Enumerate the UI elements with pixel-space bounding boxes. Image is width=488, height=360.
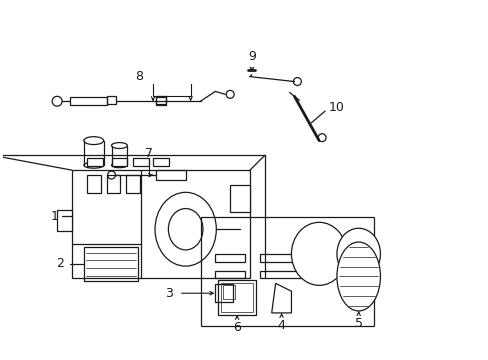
Ellipse shape xyxy=(83,137,103,145)
Text: 2: 2 xyxy=(56,257,64,270)
Bar xyxy=(111,158,127,166)
Bar xyxy=(87,175,101,193)
Polygon shape xyxy=(271,283,291,313)
Circle shape xyxy=(52,96,62,106)
Ellipse shape xyxy=(291,222,346,285)
Circle shape xyxy=(293,78,301,85)
Text: 5: 5 xyxy=(354,317,362,330)
Ellipse shape xyxy=(111,163,127,168)
Bar xyxy=(126,175,140,193)
Bar xyxy=(57,210,72,231)
Ellipse shape xyxy=(83,162,103,168)
Bar xyxy=(200,217,373,326)
Bar xyxy=(106,96,116,104)
Text: 1: 1 xyxy=(50,210,58,223)
Bar xyxy=(259,271,314,278)
Bar xyxy=(83,247,138,282)
Text: 9: 9 xyxy=(247,50,255,63)
Ellipse shape xyxy=(168,208,203,250)
Bar xyxy=(153,158,168,166)
Bar xyxy=(156,96,165,104)
Ellipse shape xyxy=(111,143,127,148)
Ellipse shape xyxy=(336,242,380,311)
Text: 6: 6 xyxy=(233,321,241,334)
Bar xyxy=(133,158,149,166)
Bar xyxy=(218,280,255,315)
Bar xyxy=(87,158,102,166)
Bar xyxy=(215,271,244,278)
Bar xyxy=(221,283,252,312)
Circle shape xyxy=(318,134,325,141)
Text: 7: 7 xyxy=(145,147,153,160)
Bar xyxy=(156,170,185,180)
Bar xyxy=(106,175,120,193)
Bar xyxy=(70,97,106,105)
Text: 8: 8 xyxy=(135,70,143,83)
Bar xyxy=(72,170,249,278)
Text: 3: 3 xyxy=(164,287,172,300)
Text: 10: 10 xyxy=(328,101,344,114)
Text: 4: 4 xyxy=(277,319,285,332)
Bar xyxy=(230,185,249,212)
Bar xyxy=(215,284,233,302)
Bar xyxy=(156,97,165,105)
Circle shape xyxy=(226,90,234,98)
Circle shape xyxy=(107,171,115,179)
Ellipse shape xyxy=(155,192,216,266)
Bar xyxy=(259,254,314,262)
Ellipse shape xyxy=(336,228,380,279)
Bar xyxy=(223,285,235,299)
Bar xyxy=(215,254,244,262)
